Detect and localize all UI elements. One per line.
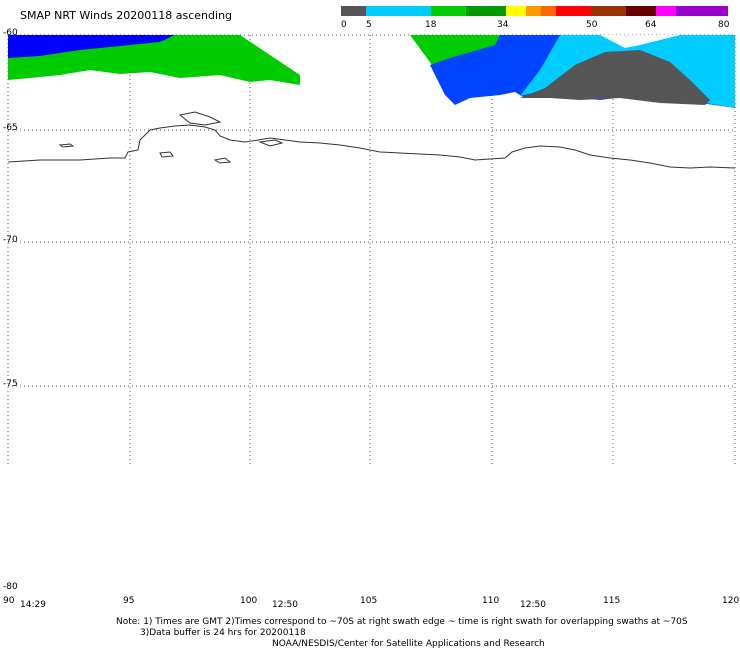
- colorbar-segment: [676, 6, 728, 16]
- wind-swath-right: [410, 35, 735, 108]
- chart-title: SMAP NRT Winds 20200118 ascending: [20, 9, 233, 22]
- wind-swath-left: [8, 35, 300, 85]
- note-line-3: NOAA/NESDIS/Center for Satellite Applica…: [272, 639, 545, 649]
- note-line-1: Note: 1) Times are GMT 2)Times correspon…: [116, 617, 688, 627]
- lon-label: 90: [3, 596, 15, 606]
- colorbar-label-50: 50: [586, 20, 598, 30]
- colorbar-segment: [591, 6, 626, 16]
- colorbar-segment: [526, 6, 541, 16]
- lon-label: 105: [360, 596, 378, 606]
- lat-label: -80: [3, 582, 18, 592]
- lat-label: -65: [3, 123, 18, 133]
- lon-label: 110: [482, 596, 500, 606]
- colorbar-label-34: 34: [497, 20, 509, 30]
- colorbar-label-64: 64: [645, 20, 657, 30]
- lat-label: -75: [3, 379, 18, 389]
- colorbar-segment: [541, 6, 556, 16]
- time-label: 12:50: [520, 600, 546, 610]
- colorbar-segment: [506, 6, 526, 16]
- colorbar-segment: [556, 6, 591, 16]
- colorbar-segment: [656, 6, 676, 16]
- colorbar-label-80: 80: [718, 20, 730, 30]
- time-label: 14:29: [20, 600, 46, 610]
- coastline: [7, 111, 736, 169]
- note-line-2: 3)Data buffer is 24 hrs for 20200118: [140, 628, 306, 638]
- lon-label: 120: [722, 596, 740, 606]
- lon-label: 100: [240, 596, 258, 606]
- lon-label: 115: [603, 596, 621, 606]
- colorbar-segment: [626, 6, 656, 16]
- colorbar-segment: [466, 6, 506, 16]
- colorbar-segment: [366, 6, 431, 16]
- colorbar: [341, 6, 728, 16]
- time-label: 12:50: [272, 600, 298, 610]
- colorbar-label-18: 18: [425, 20, 437, 30]
- colorbar-label-5: 5: [366, 20, 372, 30]
- colorbar-segment: [341, 6, 366, 16]
- colorbar-segment: [431, 6, 466, 16]
- lat-label: -60: [3, 28, 18, 38]
- lat-label: -70: [3, 235, 18, 245]
- gridlines: [7, 34, 736, 465]
- colorbar-label-0: 0: [341, 20, 347, 30]
- lon-label: 95: [123, 596, 135, 606]
